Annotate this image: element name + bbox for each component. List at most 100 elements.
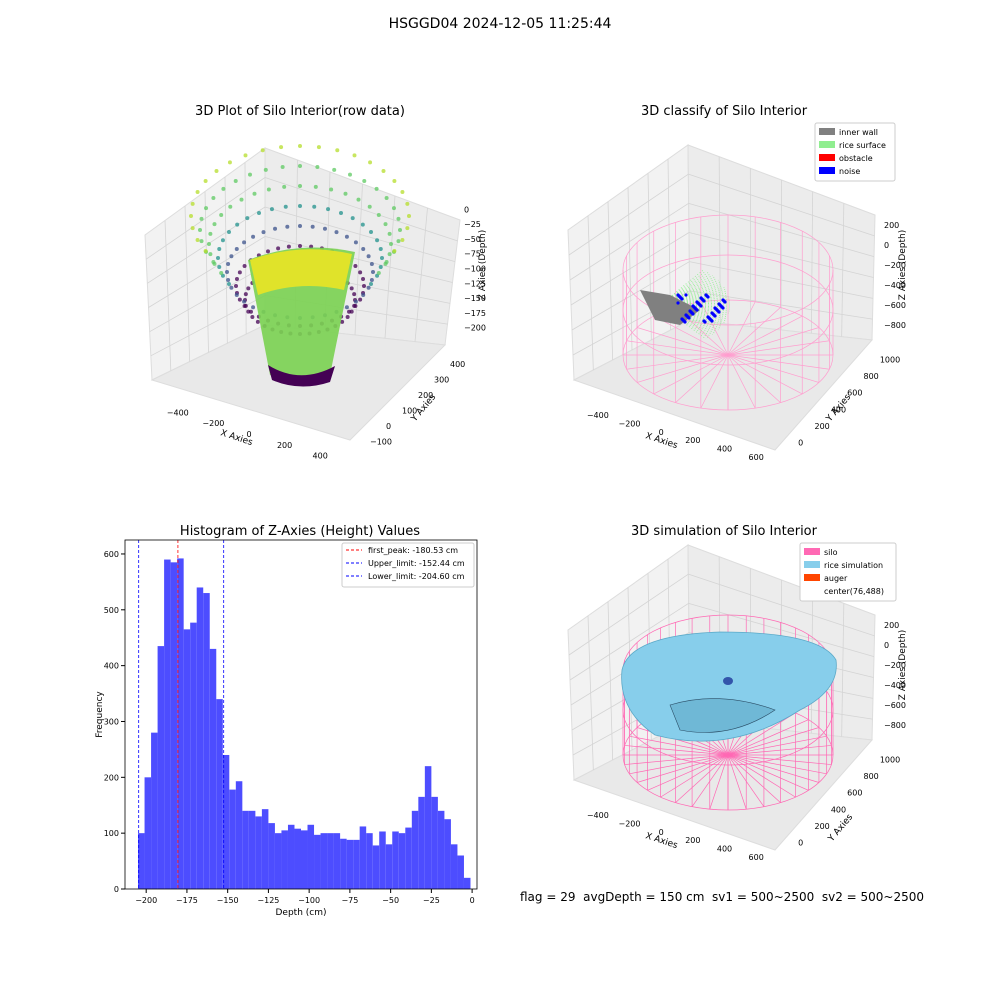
wire-spoke <box>709 754 729 810</box>
y-tick-label: 600 <box>847 789 862 798</box>
rice-surface-point <box>659 286 725 306</box>
histogram-bar <box>450 844 458 889</box>
noise-point <box>723 300 727 304</box>
y-tick-label: 0 <box>798 439 803 448</box>
histogram-bar <box>418 796 425 889</box>
z-tick-label: −175 <box>464 309 486 318</box>
x-tick-label: 400 <box>313 452 328 461</box>
data-point <box>344 234 349 239</box>
data-point <box>369 277 374 282</box>
data-point <box>313 184 318 189</box>
rice-surface-point <box>659 285 724 306</box>
data-point <box>195 237 200 242</box>
data-point <box>190 226 195 231</box>
wire-spoke <box>727 354 781 403</box>
histogram-bar <box>287 824 295 889</box>
wire-spoke <box>727 354 830 370</box>
data-point <box>239 197 244 202</box>
data-point <box>250 315 255 319</box>
data-point <box>381 169 386 174</box>
legend-label: rice simulation <box>824 561 883 570</box>
data-point <box>235 222 240 227</box>
data-point <box>366 285 371 290</box>
wire-spoke <box>675 354 729 403</box>
data-point <box>352 153 357 158</box>
z-tick-label: −25 <box>464 220 481 229</box>
data-point <box>369 282 374 286</box>
x-tick-label: 0 <box>470 896 475 905</box>
data-point <box>242 304 247 308</box>
data-point <box>398 228 402 232</box>
z-tick-label: −800 <box>884 721 906 730</box>
data-point <box>229 285 234 290</box>
data-point <box>368 160 373 165</box>
histogram-bar <box>229 789 236 889</box>
data-point <box>234 293 239 297</box>
z-tick-label: −600 <box>884 701 906 710</box>
data-point <box>315 164 320 169</box>
classified-points <box>640 269 730 340</box>
histogram-bar <box>424 766 432 889</box>
simulation-plot-title: 3D simulation of Silo Interior <box>631 524 817 539</box>
histogram-bar <box>431 796 438 889</box>
data-point <box>217 265 222 270</box>
y-tick-label: 500 <box>104 606 119 615</box>
data-point <box>387 231 392 236</box>
data-point <box>246 286 251 291</box>
raw-3d-plot: −400−2000200400−10001002003004000−25−50−… <box>144 144 488 461</box>
noise-point <box>676 301 680 305</box>
noise-point <box>710 319 714 323</box>
legend-box <box>814 122 896 182</box>
legend-swatch <box>819 141 835 148</box>
z-tick-label: 0 <box>884 241 889 250</box>
classify-plot-title: 3D classify of Silo Interior <box>640 104 808 119</box>
x-tick-label: 200 <box>685 836 700 845</box>
y-tick-label: 400 <box>450 360 465 369</box>
wire-spoke <box>626 354 729 370</box>
rice-surface-point <box>659 294 729 306</box>
data-point <box>225 270 229 274</box>
wire-spoke <box>626 340 729 356</box>
x-tick-label: −200 <box>619 420 641 429</box>
y-tick-label: 0 <box>386 422 391 431</box>
data-point <box>400 237 405 242</box>
legend-label: Upper_limit: -152.44 cm <box>368 559 465 568</box>
histogram-bar <box>385 844 393 889</box>
histogram-bar <box>294 828 301 889</box>
wire-spoke <box>727 754 747 810</box>
simulation-3d-plot: −400−2000200400600020040060080010002000−… <box>567 542 908 862</box>
noise-point <box>717 310 721 314</box>
data-point <box>190 201 195 206</box>
data-point <box>334 230 339 235</box>
data-point <box>243 153 248 158</box>
legend-swatch <box>804 561 820 568</box>
y-tick-label: 100 <box>402 406 417 415</box>
y-tick-label: 300 <box>434 375 449 384</box>
data-point <box>358 270 363 275</box>
data-point <box>375 238 380 243</box>
histogram-bar <box>392 831 399 889</box>
data-point <box>353 264 358 268</box>
data-point <box>282 184 287 189</box>
data-point <box>345 315 350 319</box>
grid-line <box>145 177 266 260</box>
z-tick-label: 0 <box>464 205 469 214</box>
raw-plot-title: 3D Plot of Silo Interior(row data) <box>195 104 405 119</box>
data-point <box>229 254 234 259</box>
y-tick-label: 800 <box>864 772 879 781</box>
data-point <box>273 226 278 231</box>
noise-point <box>721 306 725 310</box>
data-point <box>378 246 383 251</box>
z-tick-label: −200 <box>884 661 906 670</box>
wire-spoke <box>624 745 729 756</box>
data-point <box>361 277 366 282</box>
x-tick-label: 400 <box>717 845 732 854</box>
data-point <box>361 293 366 297</box>
legend-label: auger <box>824 574 848 583</box>
histogram-bar <box>405 827 412 889</box>
wire-spoke <box>727 340 830 356</box>
legend-swatch <box>804 574 820 581</box>
legend-swatch <box>819 154 835 161</box>
data-point <box>211 196 216 200</box>
z-tick-label: −600 <box>884 301 906 310</box>
